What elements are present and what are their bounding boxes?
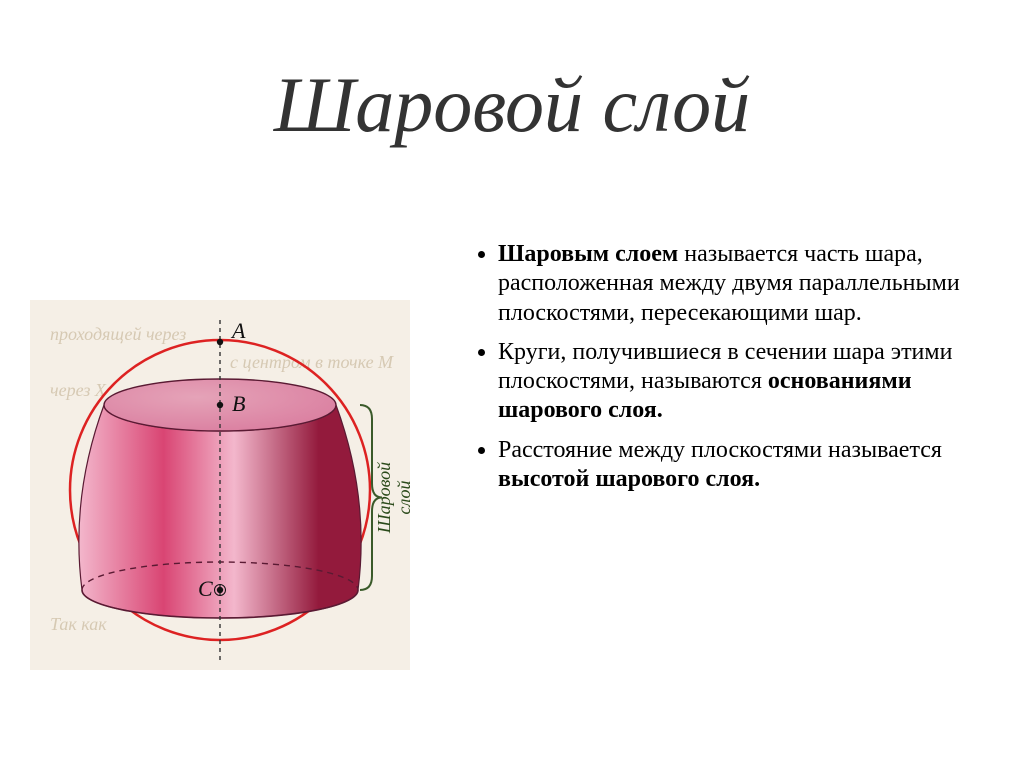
svg-text:слой: слой	[394, 480, 410, 514]
svg-text:C: C	[198, 576, 213, 601]
svg-text:с центром в точке М: с центром в точке М	[230, 352, 394, 372]
bullet-3: Расстояние между плоскостями называется …	[498, 436, 990, 495]
svg-text:Шаровой: Шаровой	[374, 462, 394, 534]
bullet-1: Шаровым слоем называется часть шара, рас…	[498, 240, 990, 328]
page-title: Шаровой слой	[0, 60, 1024, 150]
bullet-2: Круги, получившиеся в сечении шара этими…	[498, 338, 990, 426]
bullet-1-lead: Шаровым слоем	[498, 241, 678, 267]
bullet-3-tail: высотой шарового слоя.	[498, 466, 760, 492]
definition-list: Шаровым слоем называется часть шара, рас…	[470, 240, 990, 504]
svg-text:A: A	[230, 318, 246, 343]
svg-text:B: B	[232, 391, 245, 416]
svg-text:Так как: Так как	[50, 614, 107, 634]
bullet-3-text: Расстояние между плоскостями называется	[498, 437, 942, 463]
sphere-layer-diagram: проходящей через с центром в точке М через…	[30, 300, 410, 670]
diagram-svg: проходящей через с центром в точке М через…	[30, 300, 410, 670]
svg-text:проходящей через: проходящей через	[50, 324, 186, 344]
svg-text:через X: через X	[50, 380, 107, 400]
